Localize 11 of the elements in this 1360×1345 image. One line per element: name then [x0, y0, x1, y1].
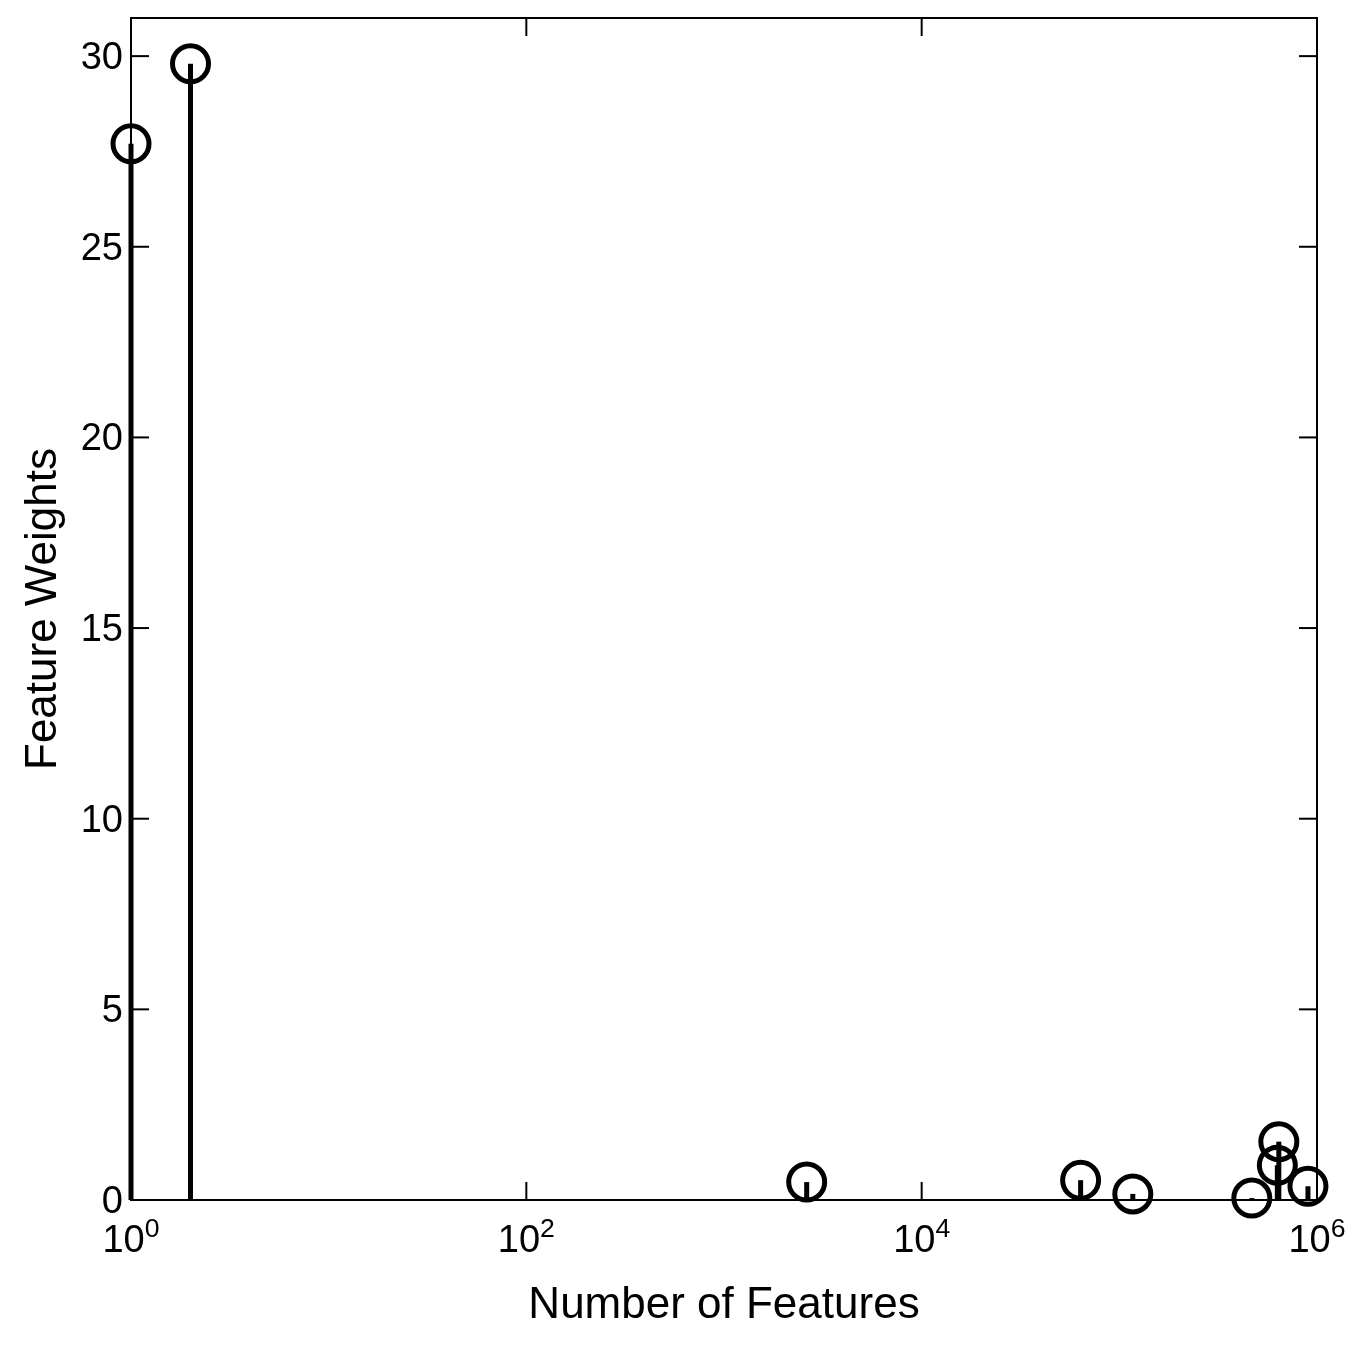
x-axis-title: Number of Features	[528, 1278, 920, 1327]
x-tick-label: 10$^{6}$	[1288, 1213, 1346, 1260]
x-tick-label: 10$^{4}$	[893, 1213, 951, 1260]
y-tick-label: 30	[80, 35, 123, 78]
y-tick-label: 15	[80, 607, 123, 650]
x-tick-label: 10$^{2}$	[497, 1213, 555, 1260]
y-axis-title: Feature Weights	[16, 447, 65, 771]
y-tick-label: 10	[80, 797, 123, 840]
y-tick-label: 25	[80, 225, 123, 268]
y-tick-label: 5	[101, 988, 123, 1031]
y-tick-label: 20	[80, 416, 123, 459]
